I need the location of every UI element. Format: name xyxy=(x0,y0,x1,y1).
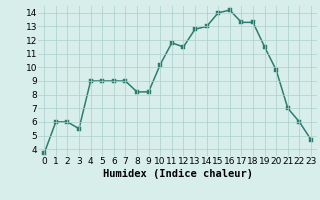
X-axis label: Humidex (Indice chaleur): Humidex (Indice chaleur) xyxy=(103,169,252,179)
